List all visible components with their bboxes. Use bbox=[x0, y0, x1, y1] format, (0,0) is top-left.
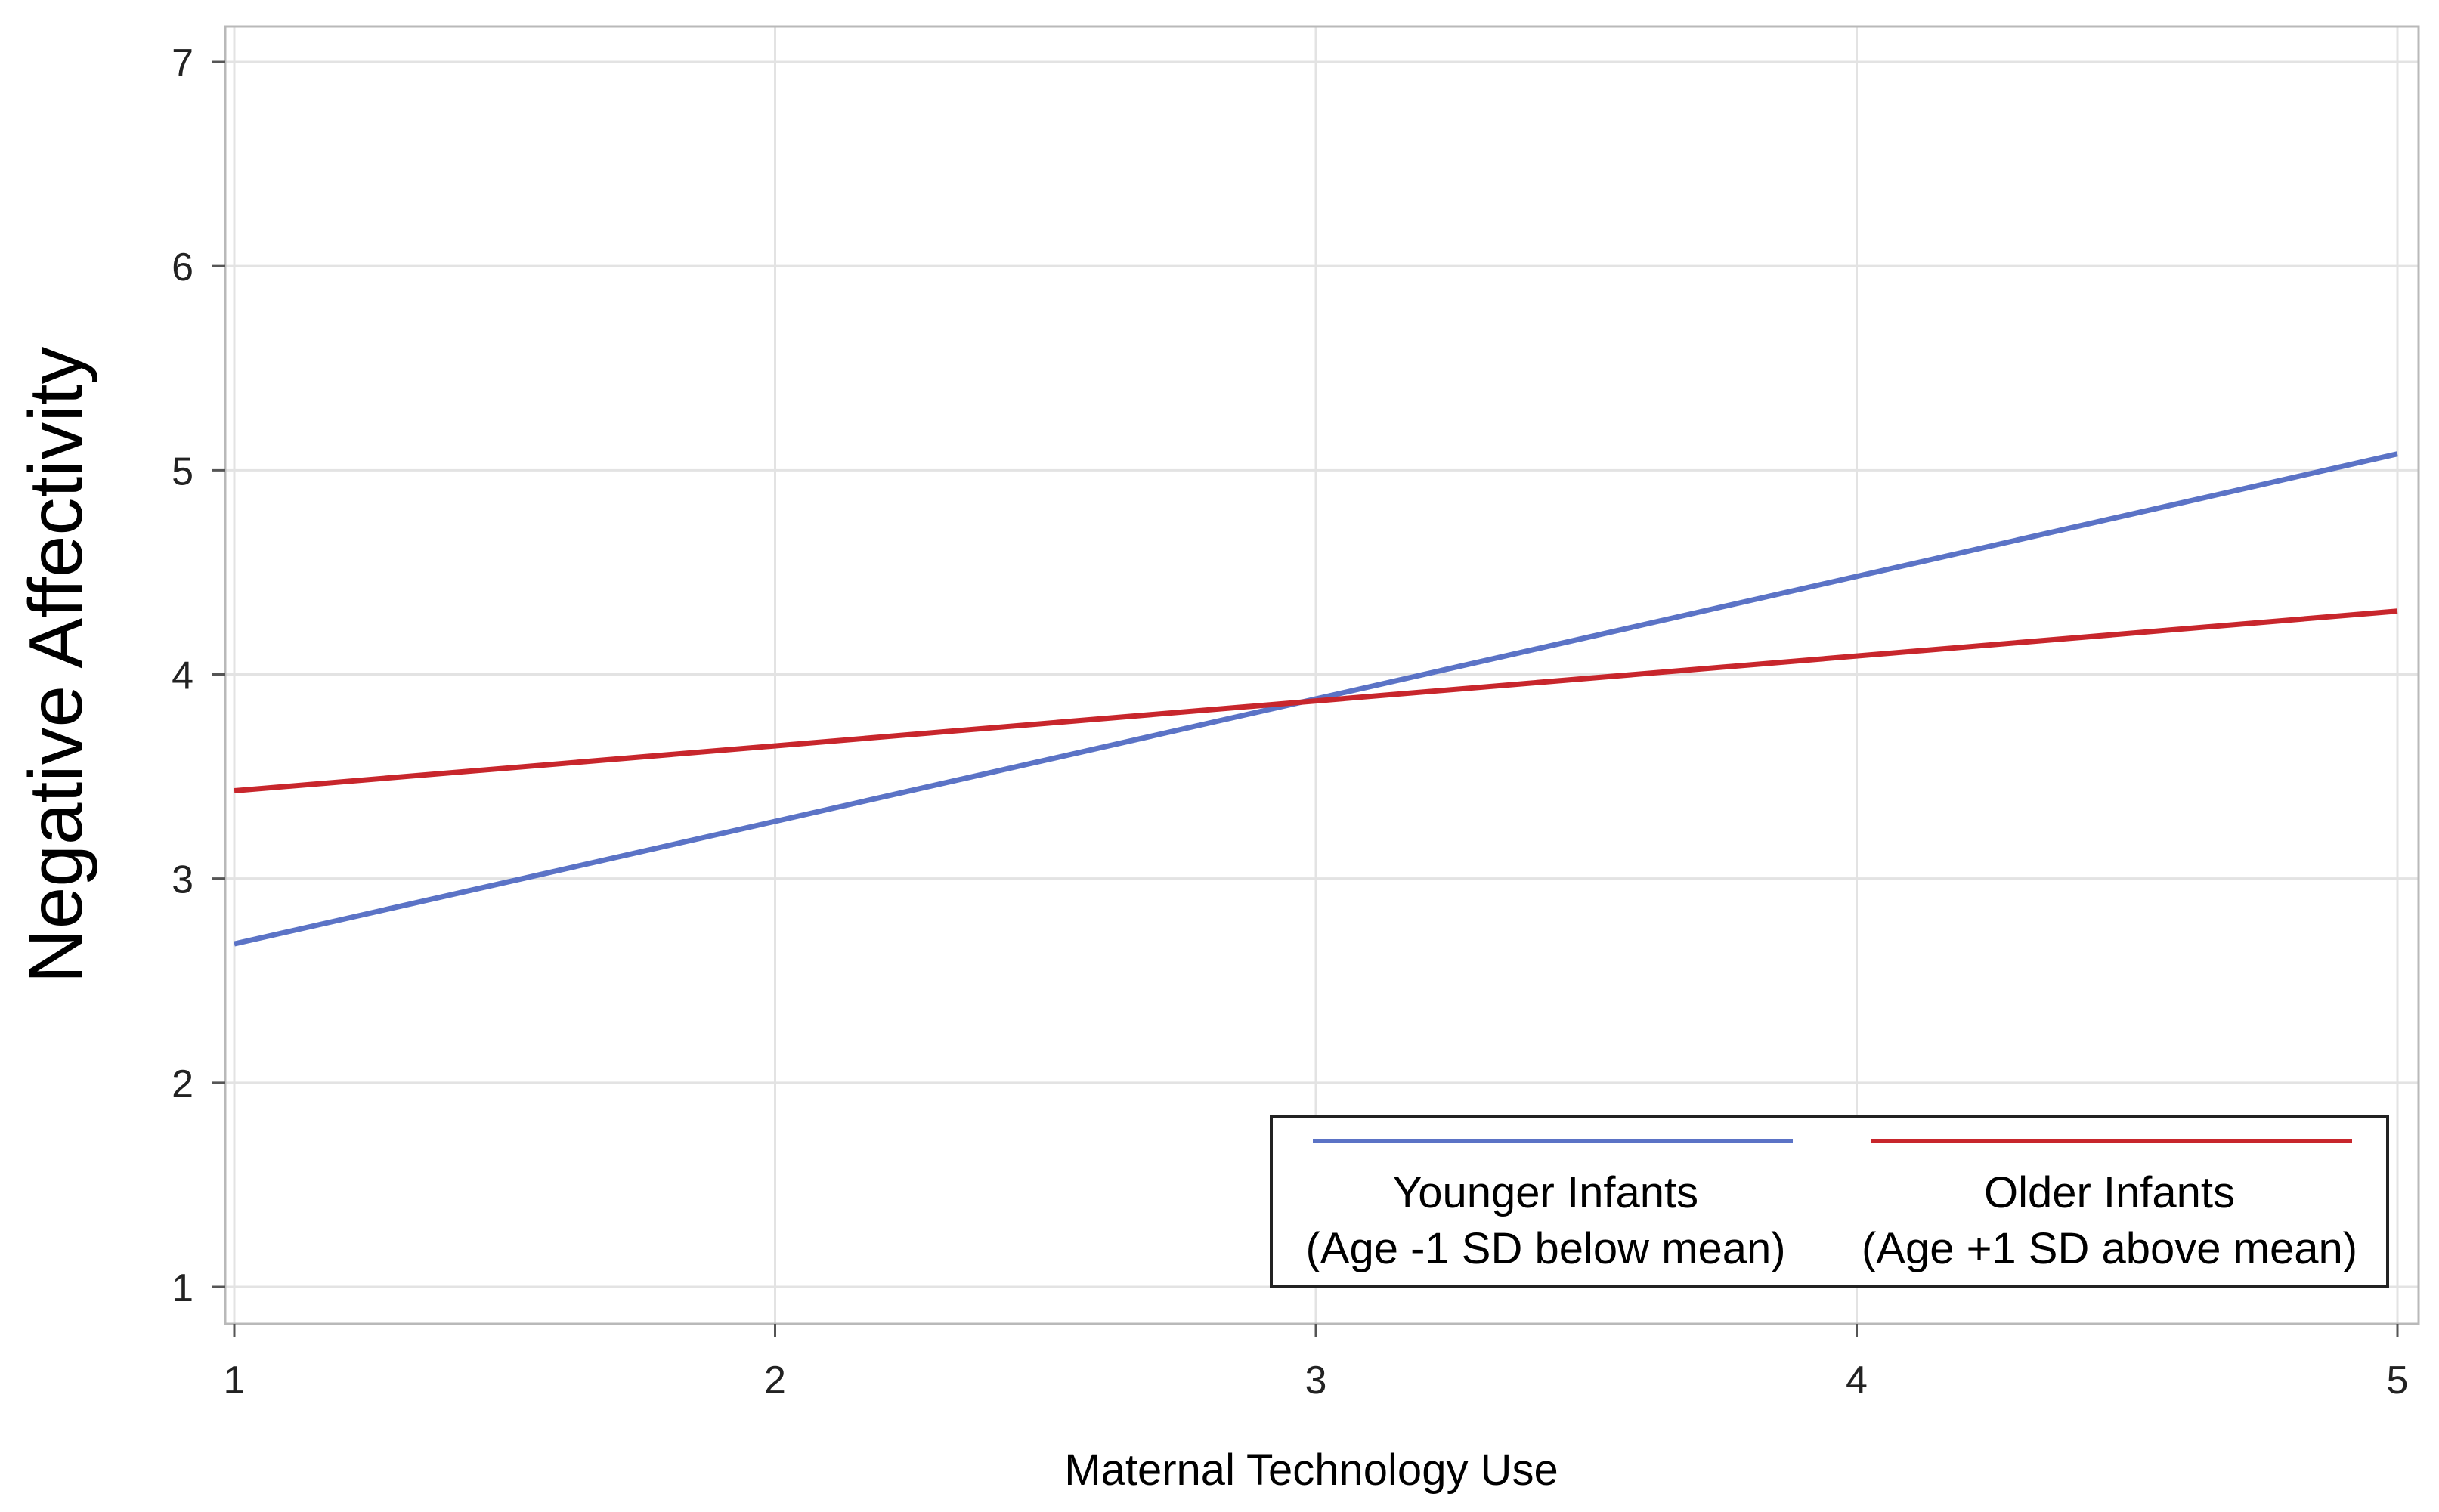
y-tick-label-5: 5 bbox=[172, 450, 193, 493]
legend: Younger Infants (Age -1 SD below mean) Old… bbox=[1270, 1115, 2389, 1288]
x-tick-label-4: 4 bbox=[1846, 1359, 1868, 1402]
y-axis-title: Negative Affectivity bbox=[14, 346, 98, 983]
axis-ticks: 1 2 3 4 5 6 7 1 2 3 4 5 bbox=[172, 42, 2408, 1402]
x-tick-label-2: 2 bbox=[764, 1359, 786, 1402]
series-line-older-infants bbox=[234, 608, 2398, 793]
x-tick-label-1: 1 bbox=[224, 1359, 246, 1402]
x-tick-label-3: 3 bbox=[1305, 1359, 1327, 1402]
legend-sublabel-younger-infants: (Age -1 SD below mean) bbox=[1305, 1224, 1785, 1273]
legend-label-younger-infants: Younger Infants bbox=[1393, 1168, 1698, 1217]
y-tick-label-2: 2 bbox=[172, 1062, 193, 1106]
legend-box bbox=[1270, 1115, 2389, 1288]
legend-label-older-infants: Older Infants bbox=[1984, 1168, 2235, 1217]
series-lines bbox=[234, 451, 2398, 947]
x-axis-title: Maternal Technology Use bbox=[1064, 1446, 1558, 1495]
y-tick-label-3: 3 bbox=[172, 858, 193, 902]
y-tick-label-7: 7 bbox=[172, 42, 193, 85]
y-tick-label-1: 1 bbox=[172, 1266, 193, 1310]
y-tick-label-6: 6 bbox=[172, 246, 193, 289]
legend-sublabel-older-infants: (Age +1 SD above mean) bbox=[1862, 1224, 2357, 1273]
x-tick-label-5: 5 bbox=[2387, 1359, 2409, 1402]
y-tick-label-4: 4 bbox=[172, 654, 193, 698]
